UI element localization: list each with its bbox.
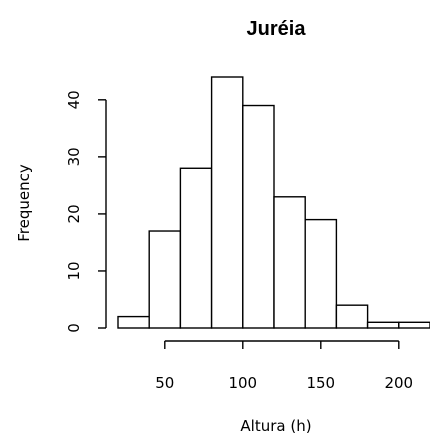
histogram-bar-3 <box>179 167 213 329</box>
y-axis-label: Frequency <box>15 164 33 242</box>
x-tick-label-50: 50 <box>155 374 174 392</box>
histogram-bar-1 <box>117 315 150 329</box>
x-tick-label-100: 100 <box>228 374 257 392</box>
x-axis: 50 100 150 200 <box>155 340 413 392</box>
y-tick-label-10: 10 <box>65 261 83 280</box>
y-tick-label-30: 30 <box>65 147 83 166</box>
histogram-bar-8 <box>335 304 369 329</box>
histogram-bar-5 <box>242 104 275 329</box>
histogram-bar-4 <box>210 76 244 329</box>
histogram-bars <box>117 76 430 329</box>
y-tick-label-40: 40 <box>65 90 83 109</box>
y-tick-label-0: 0 <box>65 323 83 333</box>
histogram-bar-10 <box>398 321 430 329</box>
x-tick-label-200: 200 <box>384 374 413 392</box>
histogram-bar-7 <box>304 218 338 329</box>
histogram-bar-2 <box>148 230 182 329</box>
y-tick-label-20: 20 <box>65 204 83 223</box>
chart-title: Juréia <box>247 18 307 40</box>
x-tick-label-150: 150 <box>306 374 335 392</box>
histogram-bar-9 <box>366 321 400 329</box>
y-axis: 0 10 20 30 40 <box>65 90 107 333</box>
histogram-bar-6 <box>273 196 306 329</box>
x-axis-label: Altura (h) <box>240 417 311 435</box>
